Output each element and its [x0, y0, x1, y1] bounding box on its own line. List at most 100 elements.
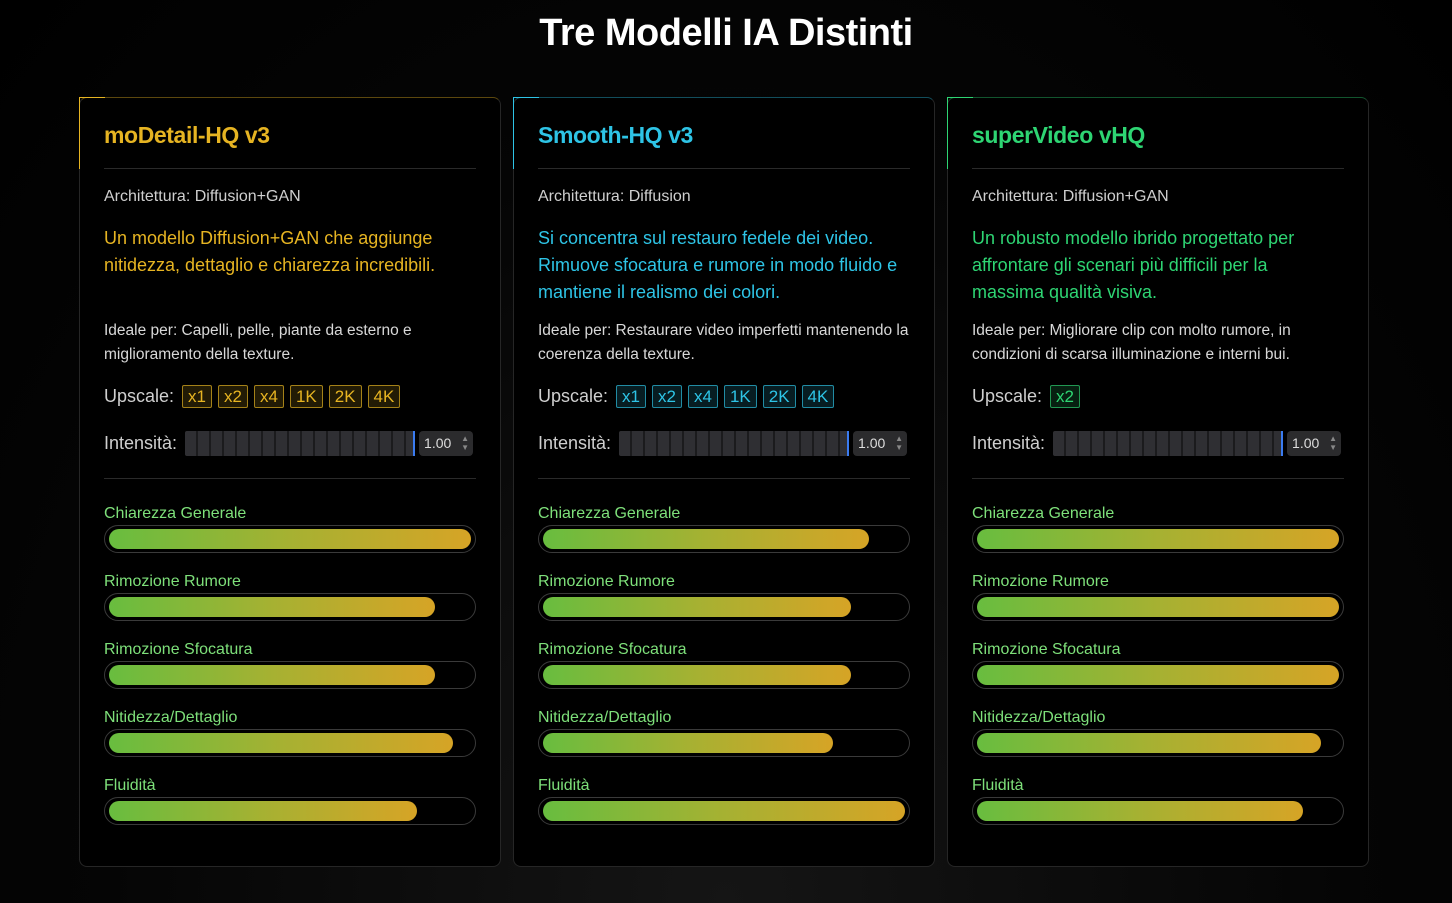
upscale-chip-1k[interactable]: 1K	[289, 384, 323, 408]
slider-handle[interactable]	[413, 430, 416, 456]
page-title: Tre Modelli IA Distinti	[539, 12, 913, 54]
upscale-chip-x1[interactable]: x1	[182, 384, 212, 408]
model-name: superVideo vHQ	[972, 122, 1145, 148]
model-card-smooth: Smooth-HQ v3 Architettura: Diffusion Si …	[513, 97, 935, 867]
metric-label: Rimozione Sfocatura	[538, 641, 687, 658]
upscale-chip-2k[interactable]: 2K	[762, 384, 796, 408]
metric-item: Rimozione Sfocatura	[972, 641, 1344, 709]
metric-bar-fill	[977, 529, 1339, 549]
ideal-for-text: Ideale per: Restaurare video imperfetti …	[538, 322, 909, 363]
architecture-text: Architettura: Diffusion	[538, 188, 691, 205]
metric-bar-fill	[977, 597, 1339, 617]
intensity-slider[interactable]	[619, 430, 850, 456]
model-card-supervideo: superVideo vHQ Architettura: Diffusion+G…	[947, 97, 1369, 867]
upscale-chip-4k[interactable]: 4K	[367, 384, 401, 408]
intensity-row: Intensità: 1.00 ▲ ▼	[104, 430, 476, 456]
metric-item: Chiarezza Generale	[972, 505, 1344, 573]
metric-label: Chiarezza Generale	[972, 505, 1115, 522]
metric-item: Fluidità	[972, 777, 1344, 845]
metric-bar-fill	[109, 529, 471, 549]
upscale-chip-x4[interactable]: x4	[687, 384, 718, 408]
metrics-list: Chiarezza Generale Rimozione Rumore Rimozi…	[538, 505, 910, 845]
metric-bar-fill	[977, 801, 1303, 821]
slider-handle[interactable]	[847, 430, 850, 456]
upscale-chip-x2[interactable]: x2	[1050, 384, 1080, 408]
upscale-chip-x2[interactable]: x2	[218, 384, 248, 408]
model-description: Un modello Diffusion+GAN che aggiunge ni…	[104, 228, 436, 275]
metric-item: Rimozione Sfocatura	[538, 641, 910, 709]
intensity-value: 1.00	[1292, 434, 1320, 451]
model-name: Smooth-HQ v3	[538, 122, 693, 148]
metric-label: Chiarezza Generale	[538, 505, 681, 522]
metric-bar-track	[972, 729, 1344, 757]
metric-item: Nitidezza/Dettaglio	[972, 709, 1344, 777]
metric-item: Rimozione Rumore	[104, 573, 476, 641]
metric-label: Rimozione Rumore	[104, 573, 241, 590]
metric-bar-track	[538, 797, 910, 825]
intensity-slider[interactable]	[1053, 430, 1284, 456]
intensity-stepper[interactable]: 1.00 ▲ ▼	[419, 430, 474, 456]
metric-label: Rimozione Sfocatura	[104, 641, 253, 658]
metric-bar-track	[104, 661, 476, 689]
intensity-label: Intensità:	[972, 432, 1046, 453]
divider	[104, 478, 476, 479]
metric-label: Rimozione Rumore	[972, 573, 1109, 590]
upscale-label: Upscale:	[972, 385, 1043, 406]
intensity-label: Intensità:	[538, 432, 612, 453]
upscale-chip-x2[interactable]: x2	[652, 384, 682, 408]
metric-bar-track	[972, 525, 1344, 553]
intensity-value: 1.00	[424, 434, 452, 451]
upscale-label: Upscale:	[104, 385, 175, 406]
metric-label: Fluidità	[972, 777, 1024, 794]
metric-bar-track	[538, 661, 910, 689]
metric-label: Rimozione Rumore	[538, 573, 675, 590]
stepper-arrows-icon[interactable]: ▲ ▼	[895, 433, 904, 452]
slider-handle[interactable]	[1281, 430, 1284, 456]
metric-bar-fill	[543, 801, 905, 821]
metric-bar-track	[538, 729, 910, 757]
divider	[972, 478, 1344, 479]
metric-label: Fluidità	[538, 777, 590, 794]
stepper-arrows-icon[interactable]: ▲ ▼	[1329, 433, 1338, 452]
metric-bar-fill	[543, 597, 851, 617]
metric-bar-track	[104, 593, 476, 621]
intensity-label: Intensità:	[104, 432, 178, 453]
metric-item: Nitidezza/Dettaglio	[104, 709, 476, 777]
metric-bar-fill	[977, 665, 1339, 685]
metric-bar-track	[972, 797, 1344, 825]
card-corner-accent	[79, 97, 105, 169]
intensity-slider[interactable]	[185, 430, 416, 456]
metric-bar-track	[972, 593, 1344, 621]
metric-bar-track	[104, 525, 476, 553]
metric-bar-track	[538, 525, 910, 553]
metric-label: Chiarezza Generale	[104, 505, 247, 522]
upscale-chip-x4[interactable]: x4	[253, 384, 284, 408]
upscale-chip-1k[interactable]: 1K	[723, 384, 757, 408]
metric-bar-track	[972, 661, 1344, 689]
upscale-options: x2	[1050, 384, 1086, 408]
metric-item: Chiarezza Generale	[538, 505, 910, 573]
card-corner-accent	[513, 97, 539, 169]
upscale-row: Upscale: x2	[972, 382, 1344, 410]
upscale-chip-x1[interactable]: x1	[616, 384, 646, 408]
upscale-row: Upscale: x1 x2 x4 1K 2K 4K	[538, 382, 910, 410]
architecture-text: Architettura: Diffusion+GAN	[972, 188, 1169, 205]
stepper-arrows-icon[interactable]: ▲ ▼	[461, 433, 470, 452]
upscale-chip-4k[interactable]: 4K	[801, 384, 835, 408]
metrics-list: Chiarezza Generale Rimozione Rumore Rimozi…	[104, 505, 476, 845]
metric-item: Fluidità	[538, 777, 910, 845]
upscale-chip-2k[interactable]: 2K	[328, 384, 362, 408]
metric-bar-fill	[109, 597, 435, 617]
intensity-stepper[interactable]: 1.00 ▲ ▼	[853, 430, 908, 456]
metric-label: Nitidezza/Dettaglio	[104, 709, 238, 726]
model-name: moDetail-HQ v3	[104, 122, 270, 148]
intensity-stepper[interactable]: 1.00 ▲ ▼	[1287, 430, 1342, 456]
metric-label: Nitidezza/Dettaglio	[972, 709, 1106, 726]
metrics-list: Chiarezza Generale Rimozione Rumore Rimozi…	[972, 505, 1344, 845]
upscale-row: Upscale: x1 x2 x4 1K 2K 4K	[104, 382, 476, 410]
card-header: moDetail-HQ v3	[79, 97, 476, 169]
metric-item: Rimozione Sfocatura	[104, 641, 476, 709]
upscale-label: Upscale:	[538, 385, 609, 406]
intensity-row: Intensità: 1.00 ▲ ▼	[972, 430, 1344, 456]
metric-bar-fill	[109, 801, 417, 821]
